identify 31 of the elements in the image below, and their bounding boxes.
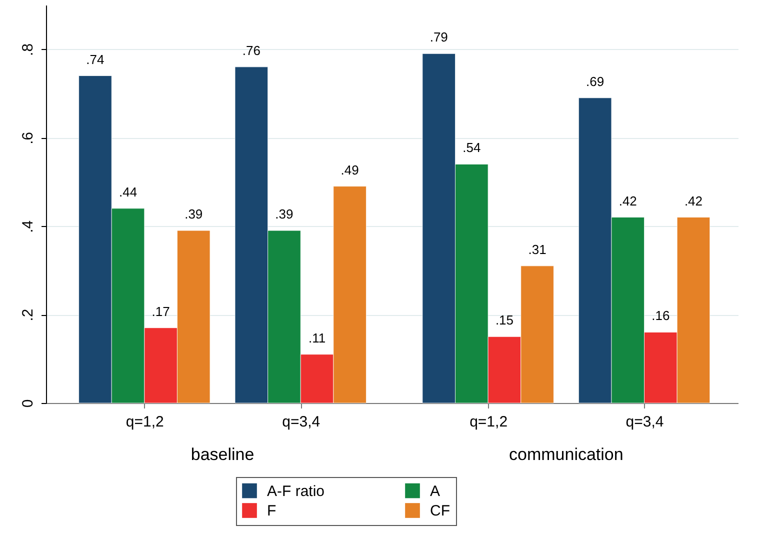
- y-tick-label: .6: [20, 132, 36, 144]
- legend-label: A-F ratio: [267, 482, 325, 500]
- data-label: .42: [618, 193, 637, 208]
- data-label: .74: [86, 52, 104, 67]
- y-tick-label: .4: [20, 220, 36, 233]
- legend-label: A: [430, 482, 440, 500]
- data-label: .54: [462, 140, 481, 156]
- x-tick-label: q=1,2: [126, 414, 164, 430]
- data-label: .44: [118, 184, 138, 200]
- x-tick-label: q=1,2: [470, 414, 508, 430]
- data-label: .76: [242, 42, 260, 58]
- data-label: .39: [184, 206, 203, 222]
- data-label: .31: [528, 242, 546, 257]
- legend-label: CF: [430, 502, 450, 520]
- data-label: .39: [275, 206, 294, 222]
- data-label: .17: [152, 304, 170, 319]
- text: communication: [509, 445, 624, 464]
- data-label: .49: [340, 162, 359, 178]
- text: baseline: [190, 445, 254, 464]
- data-label: .11: [308, 330, 326, 346]
- y-tick-label: .8: [20, 43, 36, 56]
- data-label: .15: [495, 312, 514, 328]
- data-label: .42: [684, 193, 703, 208]
- x-tick-label: q=3,4: [626, 414, 664, 430]
- data-label: .69: [586, 74, 604, 89]
- y-tick-label: 0: [20, 399, 36, 408]
- y-tick-label: .2: [20, 308, 36, 322]
- data-label: .79: [430, 30, 448, 45]
- legend-label: F: [267, 502, 276, 520]
- data-label: .16: [652, 308, 670, 324]
- x-tick-label: q=3,4: [282, 414, 320, 430]
